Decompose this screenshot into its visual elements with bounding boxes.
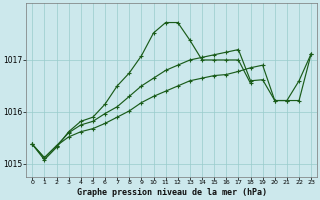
X-axis label: Graphe pression niveau de la mer (hPa): Graphe pression niveau de la mer (hPa) xyxy=(77,188,267,197)
